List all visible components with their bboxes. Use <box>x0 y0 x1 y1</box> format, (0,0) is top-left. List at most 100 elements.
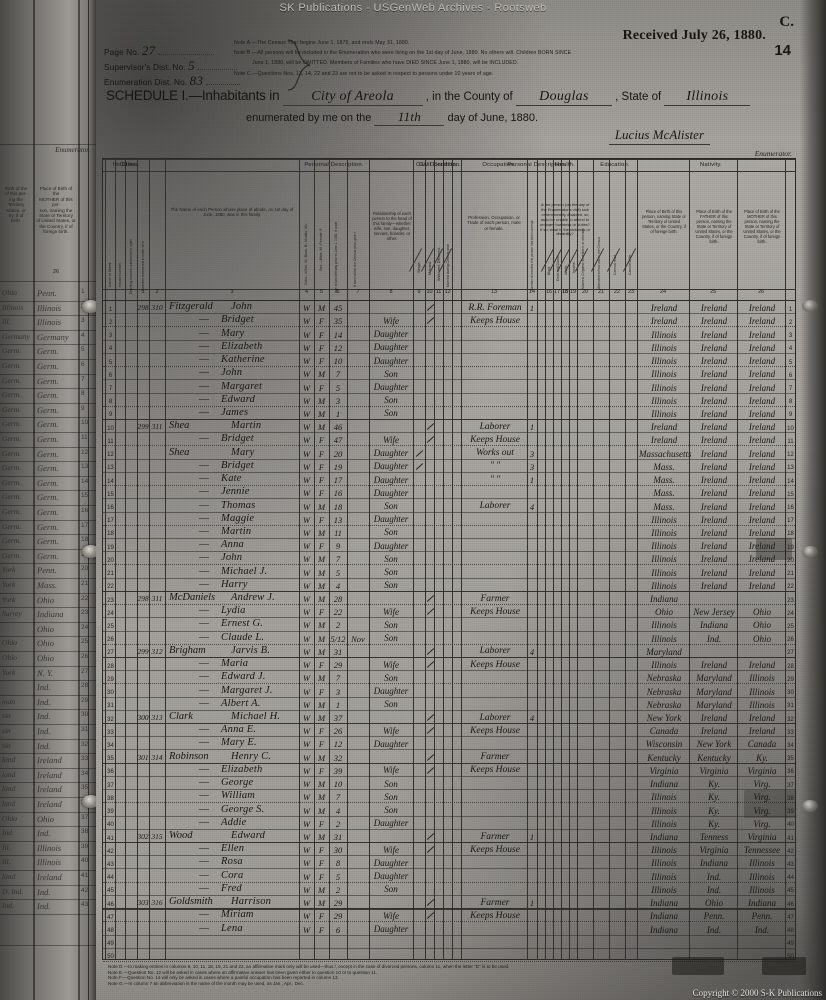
table-cell: F <box>318 871 325 882</box>
table-cell: 4 <box>335 805 341 816</box>
table-cell: Laborer <box>479 421 511 432</box>
enumeration-dist-value: 83 <box>189 73 204 88</box>
table-cell: Illinois <box>749 884 775 895</box>
fragment-father-birthplace: Germany <box>1 331 30 341</box>
table-cell: Ky. <box>708 792 720 803</box>
table-cell: F <box>318 739 325 750</box>
fragment-mother-birthplace: Ind. <box>36 740 51 751</box>
table-cell: Jarvis B. <box>231 644 271 656</box>
table-cell: 29 <box>787 676 794 683</box>
table-cell: Virginia <box>649 765 679 776</box>
ditto-dash: — <box>199 658 209 670</box>
table-cell: F <box>318 448 325 459</box>
table-cell: W <box>302 726 311 737</box>
fragment-mother-birthplace: Illinois <box>36 842 62 853</box>
column-number: 6 <box>336 289 340 295</box>
note-b-line1: Note B.—All persons will be included in … <box>234 50 572 56</box>
table-cell: 29 <box>333 660 343 671</box>
table-cell: F <box>318 911 325 922</box>
ditto-dash: — <box>199 473 209 485</box>
table-cell: 1 <box>788 306 793 313</box>
fragment-line-number: 1 <box>80 287 85 296</box>
table-cell: W <box>302 329 311 340</box>
table-cell: 27 <box>107 650 114 657</box>
table-cell: Ireland <box>748 356 776 367</box>
enumerated-label: enumerated by me on the <box>246 112 372 124</box>
table-cell: F <box>318 329 325 340</box>
table-cell: Illinois <box>651 871 677 882</box>
table-cell: Ireland <box>700 475 728 486</box>
table-cell: Indiana <box>650 911 678 922</box>
table-cell: Mary E. <box>221 737 257 749</box>
table-cell: 7 <box>108 386 113 393</box>
table-cell: Illinois <box>651 395 677 406</box>
table-cell: Virg. <box>753 779 771 790</box>
column-header-text: Profession, Occupation, or Trade of each… <box>467 215 521 231</box>
table-cell: Bridget <box>221 459 254 471</box>
fragment-row-rule <box>0 548 96 550</box>
table-cell: Illinois <box>651 633 677 644</box>
table-cell: W <box>302 699 311 710</box>
fragment-father-birthplace: Ind. <box>1 828 14 838</box>
table-cell: Ireland <box>700 488 728 499</box>
table-cell: Illinois <box>749 699 775 710</box>
table-cell: Canada <box>649 726 679 737</box>
fragment-father-birthplace: Germ. <box>1 448 22 458</box>
table-cell: 313 <box>151 713 163 723</box>
table-cell: Ireland <box>748 369 776 380</box>
table-cell: M <box>317 501 326 512</box>
fragment-line-number: 17 <box>80 521 89 529</box>
page-right-edge-shadow <box>800 0 826 1000</box>
schedule-title-line: SCHEDULE I.—Inhabitants in City of Areol… <box>106 88 796 106</box>
table-cell: New York <box>696 739 732 750</box>
table-cell: M <box>317 792 326 803</box>
table-cell: Daughter <box>373 329 409 340</box>
table-cell: Ireland <box>748 382 776 393</box>
table-cell: Ireland <box>700 580 728 591</box>
column-header-text-rotated: Number of months this person has been un… <box>530 220 534 291</box>
table-cell: 3 <box>529 461 535 472</box>
column-number: 23 <box>627 289 635 295</box>
table-cell: Massachusetts <box>639 448 692 459</box>
table-cell: Indiana <box>650 779 678 790</box>
table-cell: W <box>302 871 311 882</box>
fragment-father-birthplace: Germ. <box>1 390 22 400</box>
table-cell: Michael H. <box>231 711 281 723</box>
table-cell: John <box>231 301 253 313</box>
county-value: Douglas <box>515 89 612 106</box>
column-separator <box>369 159 370 959</box>
table-cell: Daughter <box>373 461 409 472</box>
table-cell: 6 <box>335 924 341 935</box>
fragment-father-birthplace: York <box>1 667 16 677</box>
table-cell: 41 <box>787 835 794 842</box>
table-cell: Illinois <box>749 686 775 697</box>
table-cell: Ireland <box>700 567 728 578</box>
table-cell: Canada <box>747 739 777 750</box>
table-cell: Indiana <box>650 594 678 605</box>
table-cell: Ireland <box>700 303 728 314</box>
column-separator <box>425 159 426 959</box>
supervisor-dist-row: Supervisor's Dist. No. 5 <box>104 58 238 74</box>
fragment-line-number: 13 <box>80 463 89 471</box>
table-cell: Ireland <box>700 554 728 565</box>
table-cell: Ind. <box>706 633 722 644</box>
fragment-mother-birthplace: Ind. <box>36 886 51 897</box>
fragment-row-rule <box>0 636 96 638</box>
fragment-line-number: 12 <box>80 448 89 456</box>
table-cell: W <box>302 567 311 578</box>
table-cell: Ireland <box>748 567 776 578</box>
table-cell: 50 <box>107 954 114 961</box>
table-cell: 35 <box>787 756 794 763</box>
column-separator <box>314 159 315 959</box>
table-cell: Illinois <box>651 514 677 525</box>
table-cell: Ireland <box>748 475 776 486</box>
table-cell: 31 <box>787 703 794 710</box>
table-cell: Illinois <box>651 408 677 419</box>
table-cell: Albert A. <box>221 697 261 709</box>
table-cell: Penn. <box>751 911 773 922</box>
ditto-dash: — <box>199 671 209 683</box>
table-cell: Ireland <box>700 501 728 512</box>
fragment-mother-birthplace: Mass. <box>36 579 58 591</box>
table-cell: F <box>318 686 325 697</box>
table-cell: Wife <box>383 725 399 736</box>
